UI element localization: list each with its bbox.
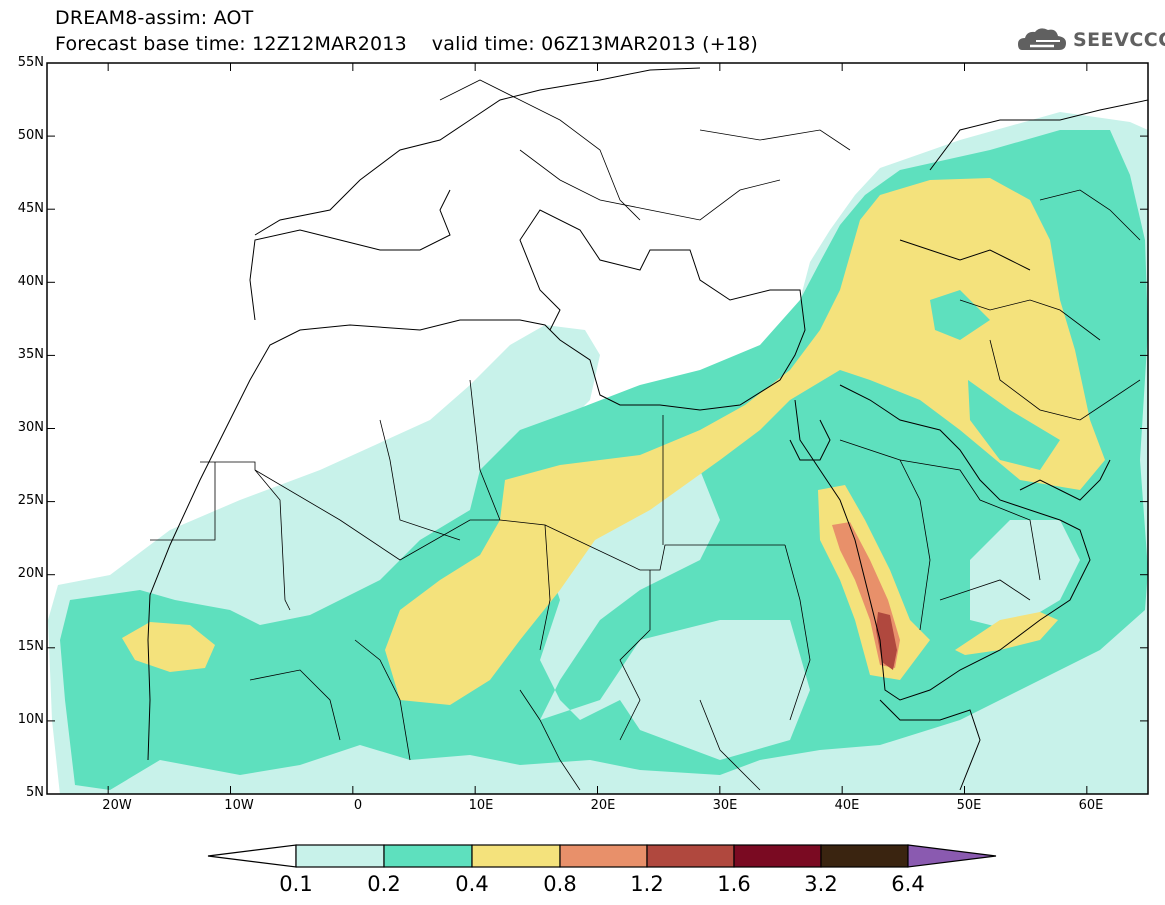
colorbar-box-3: [559, 844, 648, 868]
cloud-icon: [1018, 28, 1066, 50]
map-frame: [46, 62, 1149, 795]
title-line-1: DREAM8-assim: AOT: [55, 7, 254, 29]
logo-text: SEEVCCC: [1073, 29, 1165, 51]
colorbar-box-5: [733, 844, 822, 868]
colorbar-box-2: [471, 844, 561, 868]
lat-label: 10N: [17, 712, 44, 727]
lon-label: 20E: [590, 798, 616, 813]
lon-label: 10E: [468, 798, 494, 813]
lon-label: 10W: [224, 798, 254, 813]
colorbar-label: 1.2: [630, 872, 664, 896]
lat-label: 50N: [17, 128, 44, 143]
lon-label: 60E: [1078, 798, 1104, 813]
colorbar-box-0: [295, 844, 385, 868]
lat-label: 15N: [17, 639, 44, 654]
lon-label: 20W: [102, 798, 132, 813]
colorbar-label: 0.2: [367, 872, 401, 896]
colorbar-box-4: [646, 844, 735, 868]
aot-band-0.4: [385, 178, 1105, 705]
colorbar-label: 3.2: [804, 872, 838, 896]
colorbar-label: 0.1: [279, 872, 313, 896]
lat-label: 55N: [17, 55, 44, 70]
colorbar-label: 0.4: [455, 872, 489, 896]
lon-label: 40E: [834, 798, 860, 813]
lat-label: 40N: [17, 274, 44, 289]
lat-label: 45N: [17, 201, 44, 216]
colorbar-label: 6.4: [891, 872, 925, 896]
lon-label: 50E: [956, 798, 982, 813]
title-line-2: Forecast base time: 12Z12MAR2013 valid t…: [55, 33, 758, 55]
lon-label: 0: [353, 798, 363, 813]
lat-label: 35N: [17, 347, 44, 362]
colorbar-box-1: [383, 844, 473, 868]
colorbar-box-6: [820, 844, 909, 868]
lon-label: 30E: [712, 798, 738, 813]
coastlines: [147, 67, 1148, 791]
lat-label: 20N: [17, 566, 44, 581]
colorbar-label: 1.6: [717, 872, 751, 896]
country-borders: [150, 79, 1141, 791]
lat-label: 30N: [17, 420, 44, 435]
lat-label: 25N: [17, 493, 44, 508]
colorbar-over-arrow: [907, 844, 997, 868]
colorbar: [207, 844, 997, 868]
colorbar-label: 0.8: [543, 872, 577, 896]
lat-label: 5N: [26, 785, 44, 800]
colorbar-under-arrow: [207, 844, 297, 868]
